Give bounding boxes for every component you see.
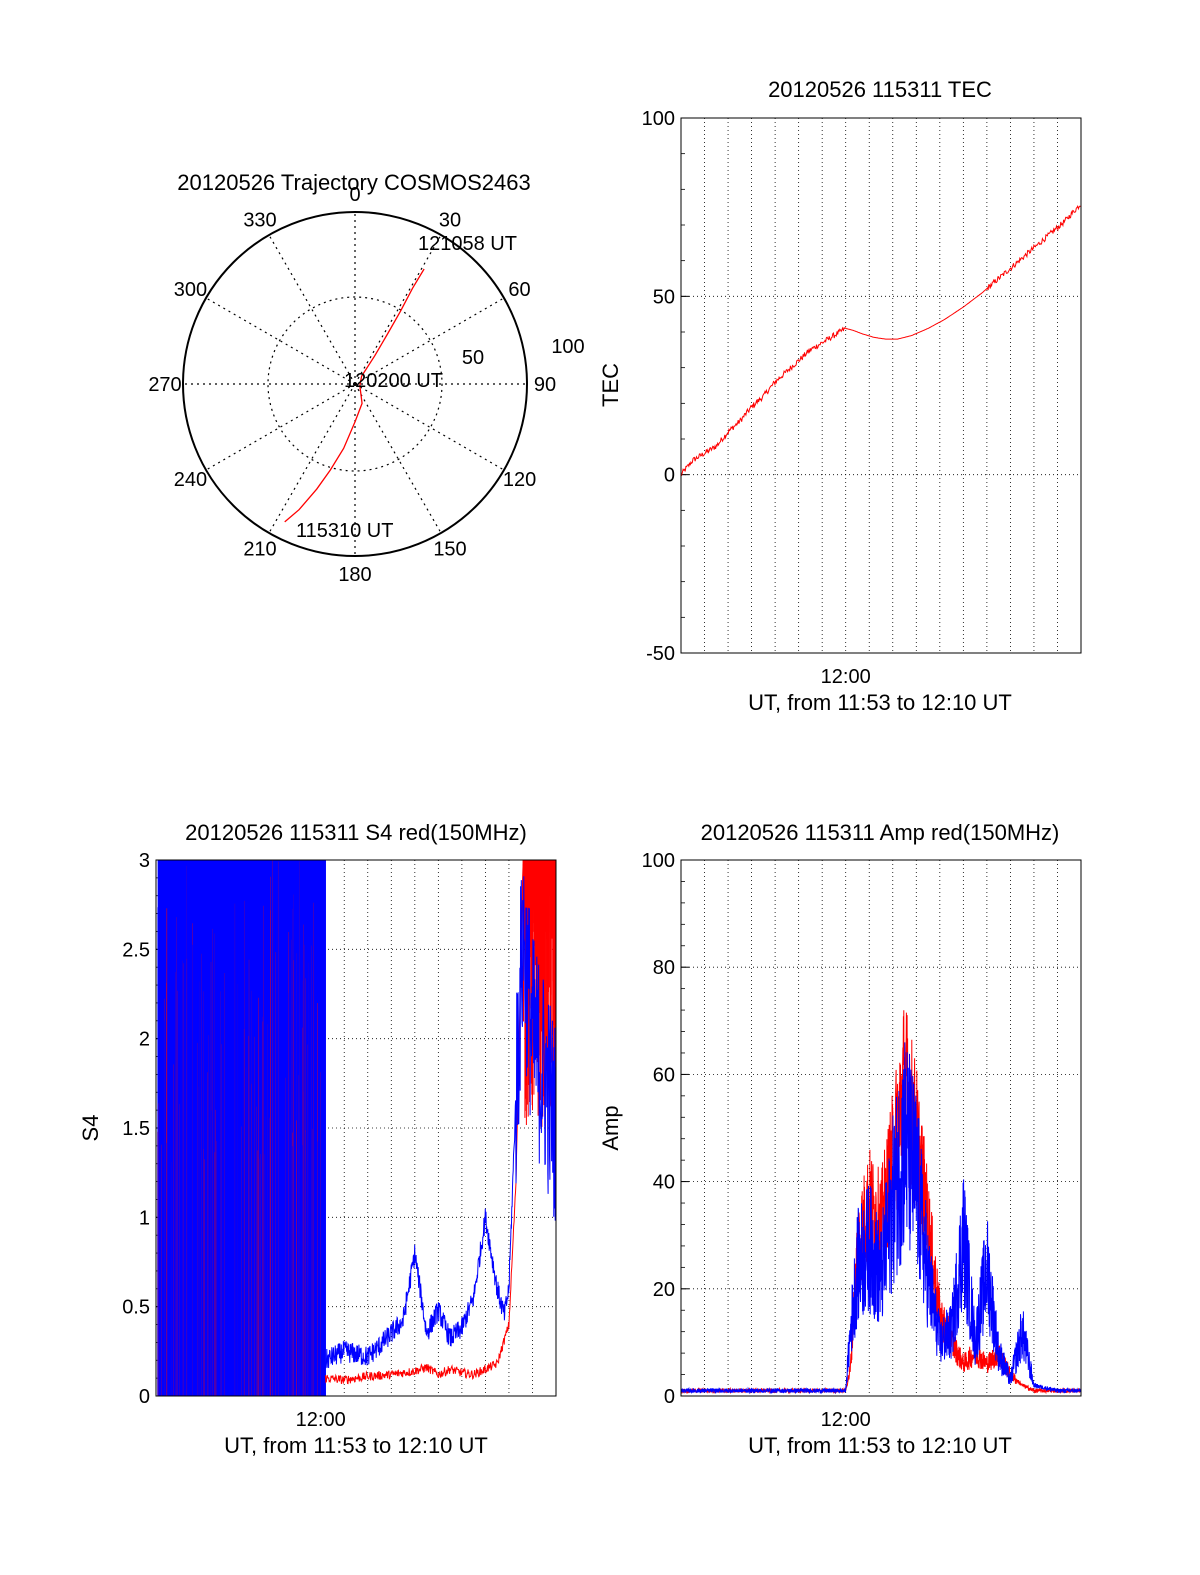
tec-ytick-label: 50 <box>653 286 675 308</box>
tec-xlabel: UT, from 11:53 to 12:10 UT <box>748 690 1012 715</box>
tec-ytick-label: 0 <box>664 465 675 487</box>
amp-xlabel: UT, from 11:53 to 12:10 UT <box>748 1433 1012 1458</box>
tec-panel: 20120526 115311 TEC TEC UT, from 11:53 t… <box>598 77 1082 715</box>
s4-xlabel: UT, from 11:53 to 12:10 UT <box>224 1433 488 1458</box>
polar-azimuth-label: 330 <box>243 209 276 231</box>
polar-spoke <box>354 383 505 471</box>
s4-title: 20120526 115311 S4 red(150MHz) <box>185 820 527 845</box>
polar-spoke <box>268 383 356 534</box>
s4-ylabel: S4 <box>78 1115 103 1142</box>
tec-series <box>680 205 1081 477</box>
s4-ytick-label: 2 <box>139 1029 150 1051</box>
amp-xtick-label: 12:00 <box>821 1409 871 1431</box>
polar-azimuth-label: 90 <box>534 374 556 396</box>
tec-grid <box>681 117 1081 654</box>
polar-azimuth-label: 0 <box>349 184 360 206</box>
polar-trajectory-label: 120200 UT <box>344 370 443 392</box>
s4-ytick-label: 1.5 <box>122 1118 150 1140</box>
amp-ytick-label: 80 <box>653 957 675 979</box>
tec-ytick-label: 100 <box>642 108 675 130</box>
tec-title: 20120526 115311 TEC <box>768 77 992 102</box>
polar-spoke <box>268 234 356 385</box>
polar-inner-circle <box>267 296 443 472</box>
s4-series <box>157 860 557 1396</box>
tec-ylabel: TEC <box>598 363 623 407</box>
amp-tick-labels: 0 20 40 60 80 100 12:00 <box>642 850 871 1431</box>
tec-tick-labels: -50 0 50 100 12:00 <box>642 108 871 688</box>
s4-xtick-label: 12:00 <box>296 1409 346 1431</box>
amp-blue-line <box>680 1042 1082 1395</box>
polar-trajectory-panel: 20120526 Trajectory COSMOS2463 0 30 60 90 12… <box>148 170 584 586</box>
polar-spoke <box>354 234 442 385</box>
amp-ytick-label: 40 <box>653 1172 675 1194</box>
polar-azimuth-label: 270 <box>148 374 181 396</box>
amp-plot-frame <box>680 859 1082 1397</box>
amp-ytick-label: 100 <box>642 850 675 872</box>
polar-azimuth-label: 300 <box>174 279 207 301</box>
polar-title: 20120526 Trajectory COSMOS2463 <box>177 170 530 195</box>
polar-grid <box>182 211 528 557</box>
s4-panel: 20120526 115311 S4 red(150MHz) S4 UT, fr… <box>78 820 557 1458</box>
polar-azimuth-label: 180 <box>338 564 371 586</box>
polar-outer-circle <box>182 211 528 557</box>
polar-spoke <box>354 297 505 385</box>
amp-ytick-label: 60 <box>653 1064 675 1086</box>
s4-ytick-label: 0 <box>139 1386 150 1408</box>
tec-xtick-label: 12:00 <box>821 666 871 688</box>
amp-series <box>680 1010 1082 1395</box>
s4-ytick-label: 0.5 <box>122 1297 150 1319</box>
polar-azimuth-labels: 0 30 60 90 120 150 180 210 240 270 300 330 <box>148 184 556 586</box>
polar-azimuth-label: 120 <box>503 469 536 491</box>
polar-azimuth-label: 30 <box>439 209 461 231</box>
amp-ytick-label: 0 <box>664 1386 675 1408</box>
polar-azimuth-label: 240 <box>174 469 207 491</box>
s4-ytick-label: 2.5 <box>122 939 150 961</box>
polar-azimuth-label: 150 <box>433 539 466 561</box>
polar-azimuth-label: 210 <box>243 539 276 561</box>
polar-spoke <box>205 297 356 385</box>
polar-spoke <box>354 383 442 534</box>
polar-azimuth-label: 60 <box>508 279 530 301</box>
s4-ytick-label: 3 <box>139 850 150 872</box>
tec-line <box>680 205 1081 477</box>
tec-plot-frame <box>680 117 1082 654</box>
amp-panel: 20120526 115311 Amp red(150MHz) Amp UT, … <box>598 820 1082 1458</box>
polar-spoke <box>205 383 356 471</box>
polar-trajectory-label: 115310 UT <box>296 520 393 542</box>
polar-radial-label: 50 <box>462 347 484 369</box>
s4-ytick-label: 1 <box>139 1207 150 1229</box>
amp-title: 20120526 115311 Amp red(150MHz) <box>701 820 1060 845</box>
polar-trajectory-line <box>284 268 425 523</box>
polar-radial-label: 100 <box>551 336 584 358</box>
s4-blue-line <box>324 876 557 1369</box>
s4-tick-labels: 0 0.5 1 1.5 2 2.5 3 12:00 <box>122 850 346 1431</box>
polar-trajectory-label: 121058 UT <box>418 233 517 255</box>
s4-plot-frame <box>155 859 557 1397</box>
amp-ylabel: Amp <box>598 1105 623 1150</box>
polar-radial-labels: 50 100 <box>462 336 585 369</box>
tec-ytick-label: -50 <box>646 643 675 665</box>
amp-ytick-label: 20 <box>653 1279 675 1301</box>
polar-trajectory: 115310 UT 120200 UT 121058 UT <box>284 233 517 542</box>
s4-red-line <box>324 863 524 1385</box>
